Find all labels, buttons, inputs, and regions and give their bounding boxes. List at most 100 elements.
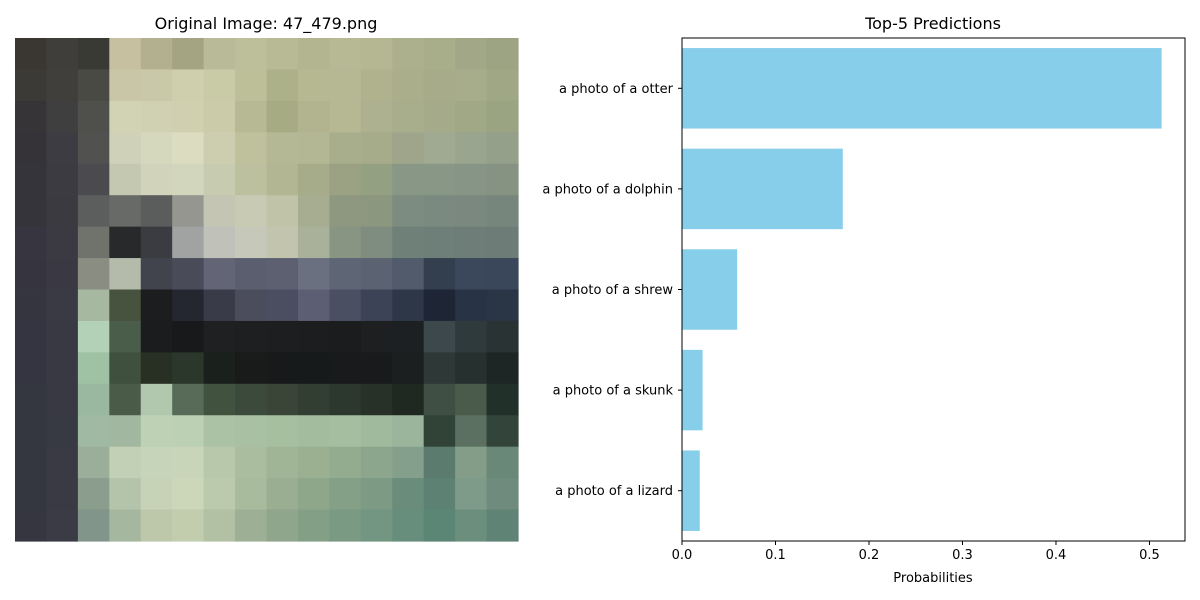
image-pixel [392, 38, 425, 71]
image-pixel [266, 415, 299, 448]
image-pixel [360, 415, 393, 448]
image-pixel [46, 320, 79, 353]
image-pixel [46, 415, 79, 448]
x-axis-label: Probabilities [893, 571, 973, 586]
image-pixel [329, 258, 362, 291]
image-pixel [455, 100, 488, 133]
image-pixel [486, 100, 519, 133]
image-pixel [203, 163, 236, 196]
image-pixel [77, 258, 110, 291]
image-pixel [15, 415, 48, 448]
image-pixel [486, 446, 519, 479]
image-pixel [486, 226, 519, 259]
image-pixel [297, 258, 330, 291]
image-pixel [329, 446, 362, 479]
image-pixel [329, 163, 362, 196]
image-pixel [140, 446, 173, 479]
image-pixel [203, 352, 236, 385]
image-pixel [46, 195, 79, 228]
image-pixel [486, 320, 519, 353]
image-pixel [455, 478, 488, 511]
image-pixel [15, 163, 48, 196]
image-pixel [455, 258, 488, 291]
image-pixel [423, 38, 456, 71]
image-pixel [266, 289, 299, 322]
image-pixel [15, 446, 48, 479]
image-pixel [172, 100, 205, 133]
image-pixel [392, 226, 425, 259]
image-pixel [297, 446, 330, 479]
image-pixel [109, 415, 142, 448]
image-pixel [109, 69, 142, 102]
image-pixel [77, 446, 110, 479]
image-pixel [109, 289, 142, 322]
image-pixel [486, 69, 519, 102]
image-pixel [266, 478, 299, 511]
image-pixel [172, 132, 205, 165]
image-pixel [329, 320, 362, 353]
image-pixel [172, 69, 205, 102]
image-pixel [423, 195, 456, 228]
image-pixel [266, 509, 299, 542]
image-pixel [235, 226, 268, 259]
image-pixel [15, 509, 48, 542]
image-pixel [266, 100, 299, 133]
image-pixel [486, 352, 519, 385]
image-pixel [455, 132, 488, 165]
image-pixel [297, 100, 330, 133]
image-pixel [77, 132, 110, 165]
image-pixel [172, 38, 205, 71]
image-pixel [15, 258, 48, 291]
image-pixel [46, 383, 79, 416]
image-pixel [392, 446, 425, 479]
image-pixel [172, 509, 205, 542]
image-pixel [486, 258, 519, 291]
image-pixel [266, 320, 299, 353]
image-pixel [455, 446, 488, 479]
image-pixel [46, 352, 79, 385]
image-pixel [140, 163, 173, 196]
image-pixel [172, 163, 205, 196]
image-pixel [46, 100, 79, 133]
image-pixel [140, 69, 173, 102]
image-pixel [266, 69, 299, 102]
image-pixel [203, 195, 236, 228]
image-pixel [77, 38, 110, 71]
image-pixel [266, 352, 299, 385]
x-tick-label: 0.1 [765, 548, 786, 563]
image-pixel [109, 38, 142, 71]
image-pixel [109, 320, 142, 353]
image-pixel [392, 195, 425, 228]
image-pixel [329, 383, 362, 416]
image-pixel [266, 383, 299, 416]
image-pixel [423, 258, 456, 291]
image-pixel [235, 320, 268, 353]
image-pixel [423, 509, 456, 542]
image-pixel [486, 478, 519, 511]
image-pixel [15, 320, 48, 353]
image-pixel [203, 415, 236, 448]
image-pixel [109, 100, 142, 133]
image-pixel [109, 163, 142, 196]
image-pixel [455, 320, 488, 353]
image-pixel [486, 289, 519, 322]
image-pixel [455, 509, 488, 542]
image-pixel [46, 258, 79, 291]
image-pixel [140, 509, 173, 542]
image-pixel [297, 132, 330, 165]
image-pixel [360, 163, 393, 196]
image-pixel [15, 132, 48, 165]
image-pixel [203, 226, 236, 259]
image-pixel [172, 226, 205, 259]
image-pixel [203, 38, 236, 71]
image-pixel [46, 69, 79, 102]
image-pixel [172, 258, 205, 291]
image-pixel [172, 415, 205, 448]
image-pixel [140, 258, 173, 291]
y-tick-label: a photo of a skunk [553, 384, 674, 399]
image-pixel [423, 415, 456, 448]
image-pixel [423, 69, 456, 102]
image-pixel [46, 509, 79, 542]
image-pixel [297, 195, 330, 228]
